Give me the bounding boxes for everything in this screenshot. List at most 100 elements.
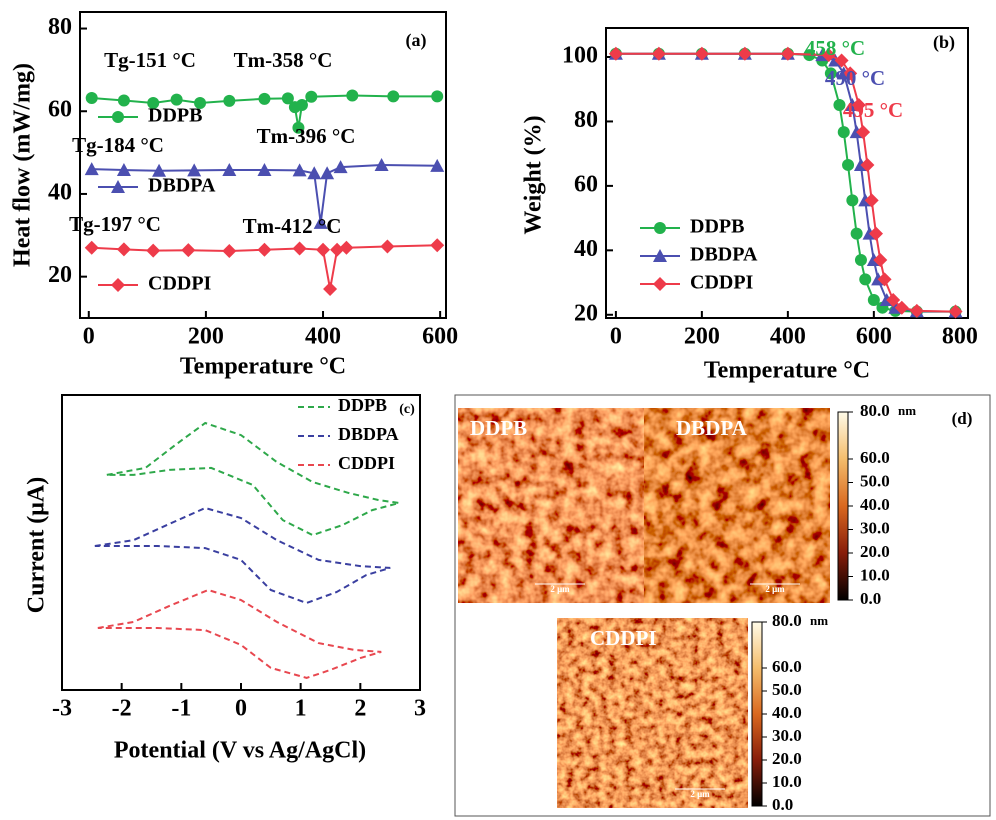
afm-image bbox=[457, 407, 645, 604]
data-point bbox=[374, 158, 389, 171]
data-point bbox=[821, 48, 836, 63]
x-axis-label: Temperature °C bbox=[704, 358, 870, 384]
afm-image bbox=[643, 407, 831, 604]
data-point bbox=[292, 121, 305, 134]
annotation: 495 °C bbox=[843, 98, 903, 122]
data-point bbox=[116, 162, 131, 176]
data-point bbox=[651, 46, 666, 61]
data-point bbox=[780, 46, 795, 61]
colorbar-label: 0.0 bbox=[772, 795, 793, 814]
data-point bbox=[864, 193, 879, 208]
data-point bbox=[846, 194, 859, 207]
x-tick-label: 400 bbox=[770, 324, 806, 350]
data-point bbox=[85, 92, 98, 105]
data-point bbox=[431, 90, 444, 103]
data-point bbox=[194, 96, 207, 109]
colorbar-label: 80.0 bbox=[772, 611, 802, 630]
y-axis-label: Heat flow (mW/mg) bbox=[10, 63, 36, 267]
legend-label: CDDPI bbox=[690, 272, 754, 294]
data-point bbox=[851, 98, 866, 113]
data-point bbox=[222, 244, 237, 259]
y-tick-label: 80 bbox=[48, 14, 72, 40]
data-point bbox=[833, 99, 846, 112]
annotation: 458 °C bbox=[805, 36, 865, 60]
y-tick-label: 60 bbox=[574, 171, 598, 197]
data-point bbox=[859, 273, 872, 286]
data-point bbox=[948, 304, 963, 319]
data-point bbox=[305, 90, 318, 103]
x-tick-label: 0 bbox=[235, 696, 247, 722]
colorbar-label: 20.0 bbox=[772, 749, 802, 768]
data-point bbox=[316, 242, 331, 257]
series-line bbox=[106, 421, 400, 537]
scale-bar-label: 2 μm bbox=[690, 789, 710, 799]
data-point bbox=[430, 158, 445, 172]
colorbar bbox=[837, 411, 849, 601]
data-point bbox=[281, 92, 294, 105]
data-point bbox=[84, 240, 99, 255]
data-point bbox=[856, 125, 871, 140]
data-point bbox=[333, 160, 348, 174]
x-tick-label: -3 bbox=[52, 696, 72, 722]
panel-label: (a) bbox=[406, 30, 427, 51]
data-point bbox=[170, 93, 183, 106]
annotation: Tg-197 °C bbox=[69, 212, 161, 236]
x-axis-label: Temperature °C bbox=[180, 354, 346, 380]
colorbar bbox=[751, 621, 763, 807]
legend-label: CDDPI bbox=[338, 453, 395, 473]
colorbar-label: 60.0 bbox=[772, 657, 802, 676]
data-point bbox=[886, 292, 901, 307]
image-label: DDPB bbox=[470, 416, 527, 440]
colorbar-label: 40.0 bbox=[772, 703, 802, 722]
plot-frame bbox=[79, 11, 447, 319]
panel-label: (d) bbox=[952, 409, 973, 428]
colorbar-unit: nm bbox=[898, 403, 916, 418]
afm-image bbox=[556, 617, 749, 809]
data-point bbox=[894, 300, 909, 315]
annotation: Tm-358 °C bbox=[234, 48, 333, 72]
data-point bbox=[295, 99, 308, 112]
data-point bbox=[873, 253, 888, 267]
data-point bbox=[860, 157, 875, 172]
x-tick-label: -1 bbox=[171, 696, 191, 722]
data-point bbox=[854, 254, 867, 266]
x-axis-label: Potential (V vs Ag/AgCl) bbox=[114, 738, 366, 764]
panel-frame bbox=[454, 394, 991, 817]
x-tick-label: 200 bbox=[684, 324, 720, 350]
data-point bbox=[387, 90, 400, 103]
data-point bbox=[824, 67, 837, 80]
x-tick-label: 800 bbox=[942, 324, 978, 350]
data-point bbox=[850, 227, 863, 240]
annotation: 490 °C bbox=[825, 66, 885, 90]
x-tick-label: 200 bbox=[188, 324, 224, 350]
legend-marker bbox=[111, 278, 125, 292]
y-tick-label: 40 bbox=[48, 179, 72, 205]
legend-marker bbox=[111, 180, 125, 193]
legend-marker bbox=[653, 277, 667, 291]
data-point bbox=[867, 293, 880, 306]
x-tick-label: 3 bbox=[414, 696, 426, 722]
colorbar-unit: nm bbox=[810, 613, 828, 628]
image-label: CDDPI bbox=[590, 626, 657, 650]
data-point bbox=[292, 163, 307, 177]
series-line bbox=[97, 588, 382, 679]
data-point bbox=[339, 240, 354, 255]
y-tick-label: 100 bbox=[562, 43, 598, 69]
colorbar-label: 60.0 bbox=[860, 448, 890, 467]
colorbar-label: 0.0 bbox=[860, 589, 881, 608]
data-point bbox=[257, 162, 272, 176]
colorbar-label: 30.0 bbox=[772, 726, 802, 745]
data-point bbox=[258, 92, 271, 105]
data-point bbox=[84, 162, 99, 176]
legend-marker bbox=[654, 222, 666, 234]
data-point bbox=[222, 162, 237, 176]
data-point bbox=[837, 126, 850, 139]
data-point bbox=[834, 53, 849, 68]
data-point bbox=[694, 46, 709, 61]
x-tick-label: 1 bbox=[295, 696, 307, 722]
data-point bbox=[842, 158, 855, 171]
data-point bbox=[146, 243, 161, 258]
data-point bbox=[430, 238, 445, 253]
